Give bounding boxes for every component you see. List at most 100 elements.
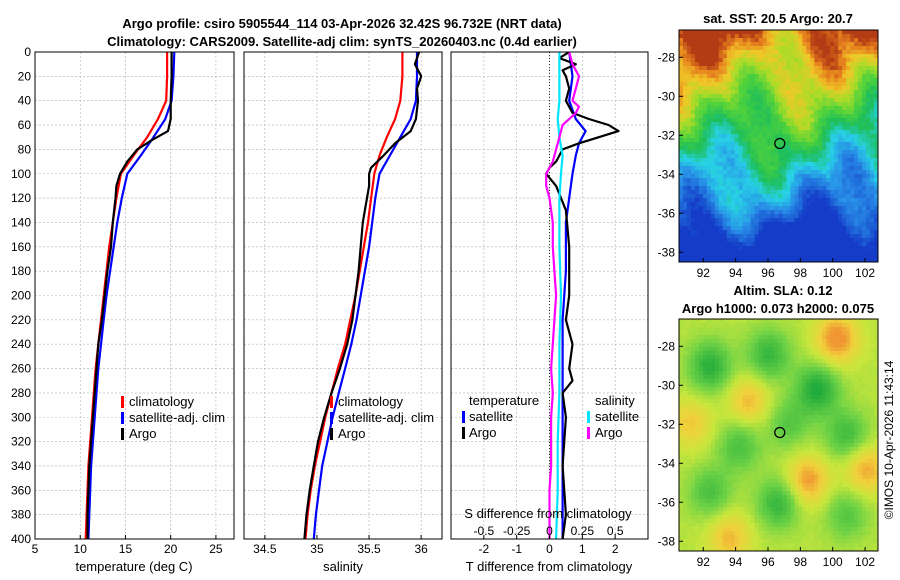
sst-cell: [786, 86, 791, 91]
sst-cell: [858, 102, 863, 107]
sst-cell: [846, 174, 851, 179]
sst-cell: [770, 226, 776, 231]
sst-cell: [710, 42, 716, 47]
sst-cell: [710, 162, 716, 167]
sla-cell: [874, 415, 878, 420]
sla-cell: [850, 383, 855, 388]
sst-cell: [790, 194, 795, 199]
sst-cell: [790, 138, 795, 143]
sla-cell: [814, 411, 819, 416]
sst-cell: [738, 130, 744, 135]
sla-cell: [838, 323, 843, 328]
sla-cell: [794, 419, 799, 424]
sla-cell: [714, 371, 720, 376]
sst-cell: [870, 126, 875, 131]
sst-cell: [874, 242, 878, 247]
sst-cell: [846, 114, 851, 119]
sla-cell: [746, 451, 752, 456]
sst-cell: [738, 94, 744, 99]
sla-cell: [778, 423, 783, 428]
sst-cell: [858, 50, 863, 55]
sst-cell: [826, 82, 831, 87]
sla-cell: [826, 391, 831, 396]
sst-cell: [718, 106, 724, 111]
sst-cell: [806, 134, 811, 139]
sla-cell: [770, 455, 776, 460]
sla-cell: [762, 435, 768, 440]
sla-cell: [778, 395, 783, 400]
sst-cell: [714, 154, 720, 159]
sla-cell: [722, 463, 728, 468]
sst-cell: [682, 166, 688, 171]
sla-cell: [830, 371, 835, 376]
sla-cell: [706, 451, 712, 456]
sst-cell: [854, 150, 859, 155]
sst-cell: [830, 186, 835, 191]
sst-cell: [690, 206, 696, 211]
sla-cell: [718, 319, 724, 324]
sla-cell: [810, 387, 815, 392]
sst-cell: [738, 166, 744, 171]
sla-cell: [690, 387, 696, 392]
sla-cell: [818, 427, 823, 432]
sst-cell: [750, 146, 756, 151]
sla-cell: [866, 387, 871, 392]
sst-cell: [754, 198, 760, 203]
sla-cell: [850, 463, 855, 468]
sla-cell: [854, 399, 859, 404]
sst-cell: [726, 202, 732, 207]
sst-cell: [786, 250, 791, 255]
sla-cell: [722, 391, 728, 396]
sla-cell: [850, 387, 855, 392]
sla-cell: [778, 367, 783, 372]
sla-cell: [838, 319, 843, 324]
sst-cell: [850, 38, 855, 43]
sst-cell: [690, 66, 696, 71]
sst-cell: [778, 258, 783, 262]
sla-cell: [826, 459, 831, 464]
series-line-satellite-adj-clim: [312, 52, 419, 539]
sst-cell: [822, 98, 827, 103]
sst-cell: [726, 242, 732, 247]
sla-cell: [774, 443, 779, 448]
sst-cell: [746, 34, 752, 39]
sst-cell: [802, 134, 807, 139]
y-tick-label: 120: [11, 191, 31, 205]
sst-cell: [826, 74, 831, 79]
sst-cell: [818, 150, 823, 155]
sst-cell: [822, 78, 827, 83]
sst-cell: [806, 34, 811, 39]
sla-cell: [686, 391, 692, 396]
sst-cell: [850, 174, 855, 179]
sla-cell: [802, 459, 807, 464]
sst-cell: [818, 258, 823, 262]
sst-cell: [854, 66, 859, 71]
sla-cell: [822, 423, 827, 428]
sla-cell: [698, 343, 704, 348]
y-tick-label: 320: [11, 435, 31, 449]
sst-cell: [842, 54, 847, 59]
sst-cell: [754, 66, 760, 71]
legend-label-satellite: satellite-adj. clim: [338, 410, 434, 425]
sst-cell: [818, 166, 823, 171]
sla-cell: [778, 351, 783, 356]
sst-cell: [714, 94, 720, 99]
sla-cell: [746, 351, 752, 356]
sst-cell: [874, 102, 878, 107]
sst-cell: [838, 34, 843, 39]
sst-cell: [750, 46, 756, 51]
sst-cell: [679, 174, 684, 179]
sst-cell: [870, 150, 875, 155]
sst-cell: [870, 42, 875, 47]
sla-cell: [858, 327, 863, 332]
sla-cell: [778, 355, 783, 360]
sst-cell: [698, 218, 704, 223]
sst-cell: [722, 254, 728, 259]
sst-cell: [822, 106, 827, 111]
sla-cell: [734, 367, 740, 372]
sst-cell: [734, 86, 740, 91]
sst-cell: [742, 206, 748, 211]
sst-cell: [734, 238, 740, 243]
sst-cell: [818, 154, 823, 159]
sst-cell: [706, 114, 712, 119]
